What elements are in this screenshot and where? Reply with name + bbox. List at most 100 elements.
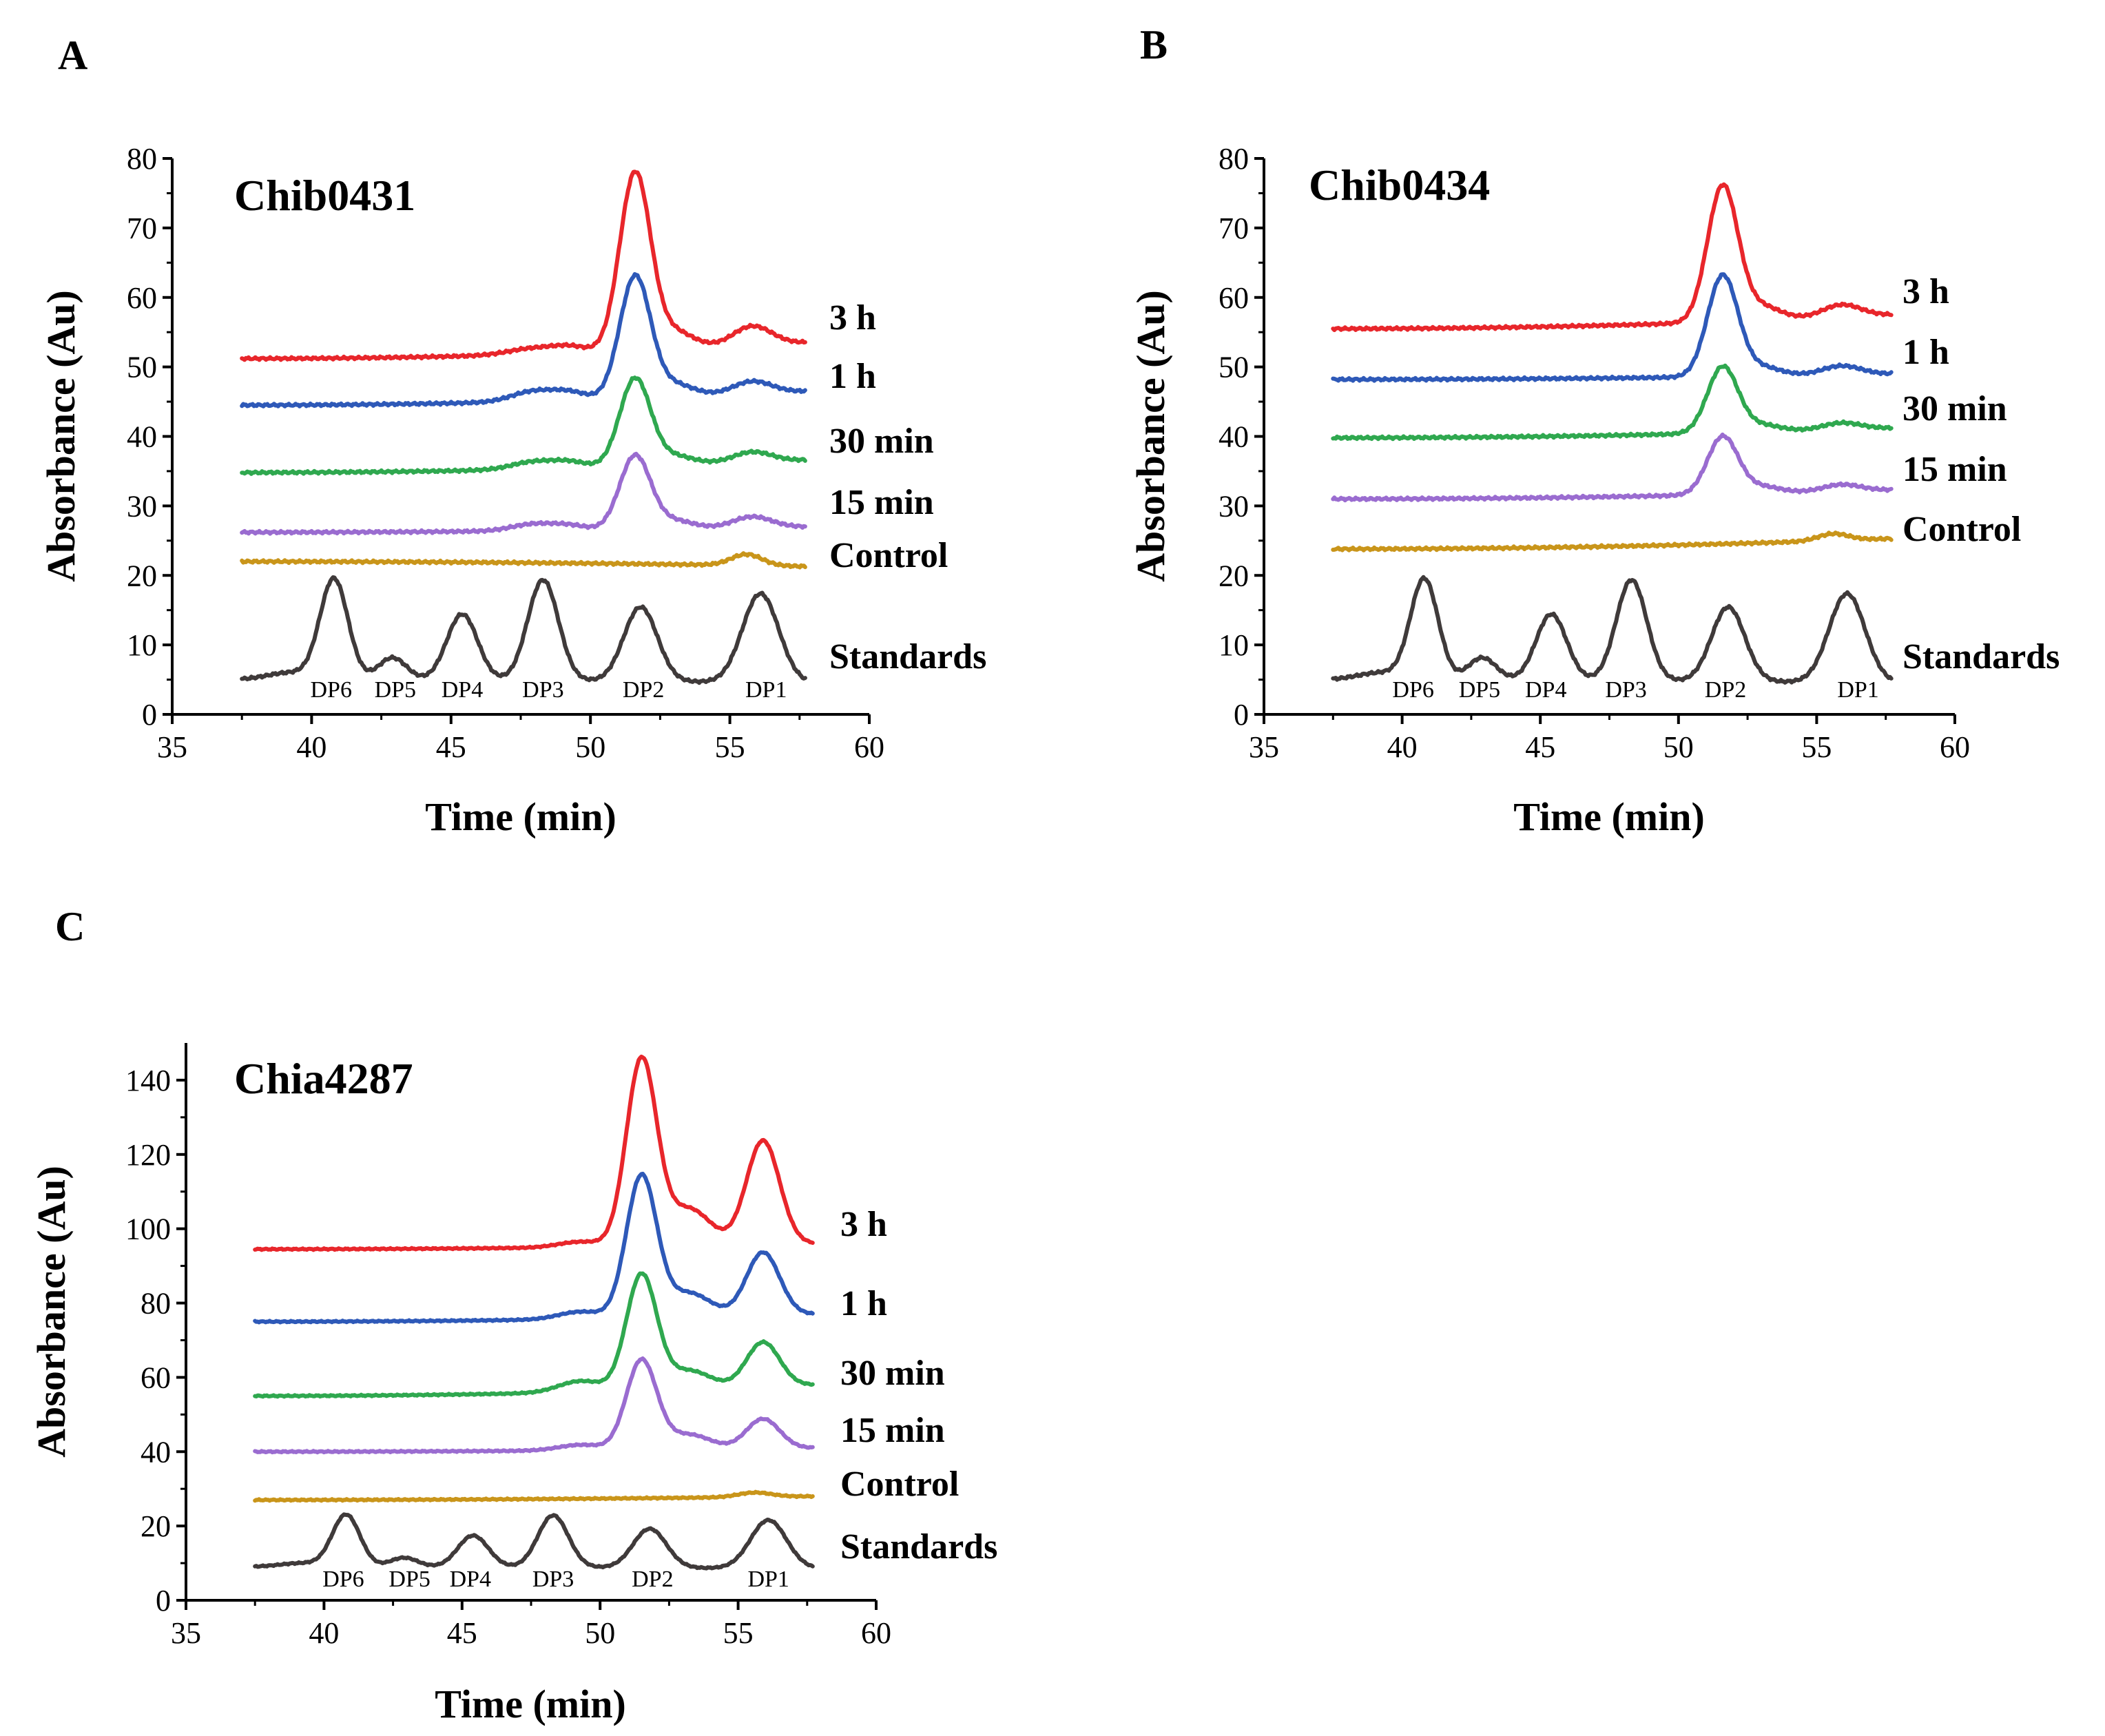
peak-label-dp4: DP4 [1525,677,1566,703]
series-line-standards [240,575,807,685]
series-line-30-min [253,1271,815,1399]
series-label-1-h: 1 h [840,1284,887,1323]
series-line-15-min [1331,432,1894,503]
panel-a: A Chib0431 35 40 45 50 55 60 0 10 20 30 40 50 60 70 80 Ti… [39,32,986,839]
peak-label-dp6: DP6 [311,677,352,703]
peak-label-dp4: DP4 [442,677,483,703]
y-tick-label: 20 [141,1509,171,1543]
x-tick-label: 45 [436,730,466,764]
series-line-15-min [240,451,807,536]
panel-b: B Chib0434 35 40 45 50 55 60 0 10 20 30 40 50 60 70 80 Ti… [1128,22,2060,839]
x-tick-label: 60 [854,730,884,764]
series-label-standards: Standards [840,1527,997,1567]
y-tick-label: 20 [1219,559,1249,592]
peak-label-dp2: DP2 [1705,677,1746,703]
y-axis-label: Absorbance (Au) [1128,290,1173,582]
x-axis-label: Time (min) [1513,794,1705,839]
y-axis-label: Absorbance (Au) [29,1166,74,1458]
x-tick-label: 40 [296,730,326,764]
peak-label-dp2: DP2 [623,677,664,703]
y-tick-label: 100 [125,1212,171,1246]
peak-label-dp6: DP6 [322,1567,364,1592]
peak-label-dp5: DP5 [375,677,416,703]
y-tick-label: 40 [141,1435,171,1469]
series-line-control [253,1489,815,1503]
series-label-15-min: 15 min [1902,450,2007,489]
x-tick-label: 60 [1940,730,1970,764]
y-tick-label: 10 [1219,628,1249,662]
x-tick-label: 55 [715,730,745,764]
series-label-control: Control [840,1465,959,1504]
x-tick-label: 35 [171,1616,201,1650]
series-label-3-h: 3 h [829,298,876,338]
peak-label-dp3: DP3 [1605,677,1646,703]
series-line-control [1331,530,1894,552]
peak-label-dp2: DP2 [632,1567,673,1592]
y-tick-label: 30 [127,489,157,523]
series-line-control [240,551,807,570]
series-label-standards: Standards [829,637,986,676]
peak-label-dp3: DP3 [522,677,563,703]
x-tick-label: 40 [309,1616,339,1650]
x-tick-label: 40 [1387,730,1418,764]
x-tick-label: 45 [1525,730,1555,764]
y-tick-label: 10 [127,628,157,662]
y-tick-label: 140 [125,1064,171,1097]
series-line-3-h [240,169,807,362]
series-label-15-min: 15 min [840,1411,945,1450]
peak-label-dp4: DP4 [450,1567,491,1592]
y-tick-label: 0 [1234,698,1249,732]
x-axis-label: Time (min) [425,794,616,839]
peak-label-dp5: DP5 [388,1567,430,1592]
panel-letter: A [58,32,87,78]
peak-label-dp6: DP6 [1392,677,1433,703]
chart-title: Chib0431 [234,171,415,220]
x-axis-label: Time (min) [435,1682,626,1726]
series-label-15-min: 15 min [829,483,934,522]
series-label-1-h: 1 h [1902,333,1949,372]
y-tick-label: 60 [127,281,157,315]
y-tick-label: 80 [127,142,157,176]
y-tick-label: 50 [127,351,157,384]
y-tick-label: 20 [127,559,157,592]
x-tick-label: 35 [157,730,187,764]
y-tick-label: 40 [127,420,157,454]
panel-c: C Chia4287 35 40 45 50 55 60 0 20 40 60 80 100 120 140 T… [29,904,997,1726]
series-label-control: Control [1902,510,2021,549]
x-tick-label: 55 [723,1616,754,1650]
series-line-1-h [1331,272,1894,383]
y-tick-label: 0 [142,698,157,732]
peak-label-dp5: DP5 [1459,677,1500,703]
panel-letter: B [1140,22,1168,68]
series-line-30-min [240,375,807,476]
y-tick-label: 120 [125,1138,171,1172]
x-tick-label: 60 [861,1616,891,1650]
series-label-1-h: 1 h [829,357,876,396]
peak-label-dp3: DP3 [532,1567,574,1592]
panel-letter: C [55,904,85,949]
series-label-3-h: 3 h [840,1205,887,1244]
y-axis-label: Absorbance (Au) [39,290,83,582]
peak-label-dp1: DP1 [745,677,787,703]
series-line-standards [253,1512,815,1571]
chart-title: Chia4287 [234,1054,413,1103]
y-tick-label: 70 [127,211,157,245]
x-tick-label: 45 [447,1616,477,1650]
series-line-1-h [253,1171,815,1325]
y-tick-label: 70 [1219,211,1249,245]
x-tick-label: 50 [1663,730,1694,764]
series-line-3-h [1331,182,1894,333]
y-tick-label: 0 [156,1584,171,1618]
series-label-30-min: 30 min [1902,389,2007,428]
peak-label-dp1: DP1 [1837,677,1878,703]
y-tick-label: 60 [141,1361,171,1394]
y-tick-label: 60 [1219,281,1249,315]
series-label-3-h: 3 h [1902,272,1949,311]
y-tick-label: 40 [1219,420,1249,454]
series-line-30-min [1331,363,1894,442]
chart-title: Chib0434 [1309,161,1490,209]
y-tick-label: 80 [1219,142,1249,176]
series-line-1-h [240,272,807,409]
series-label-standards: Standards [1902,637,2060,676]
